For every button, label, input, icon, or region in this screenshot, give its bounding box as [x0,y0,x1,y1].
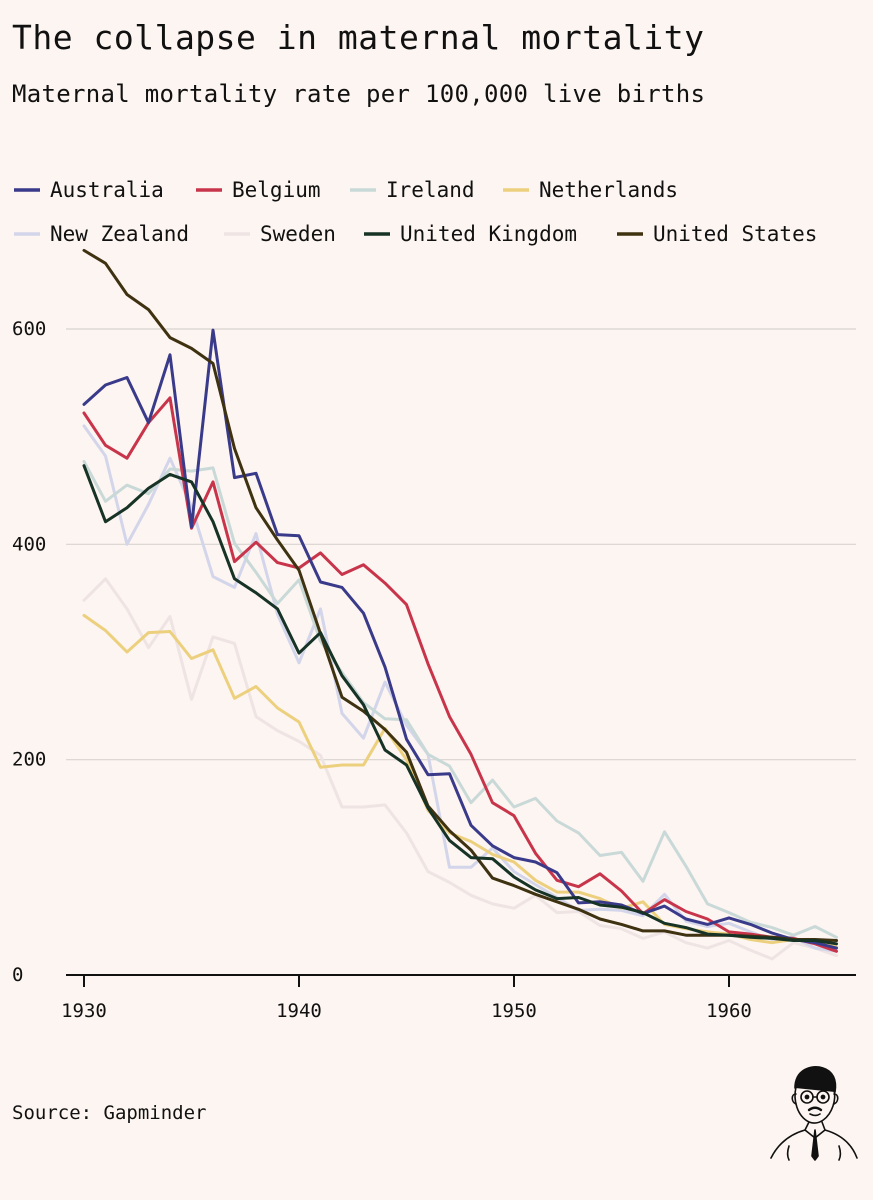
legend-label-netherlands: Netherlands [539,178,678,202]
x-tick-label: 1930 [61,1000,107,1022]
y-tick-label: 600 [12,318,46,340]
series-line-new-zealand [82,424,838,953]
legend-label-ireland: Ireland [386,178,475,202]
x-tick-label: 1960 [706,1000,752,1022]
y-tick-label: 0 [12,964,23,986]
x-tick-label: 1940 [276,1000,322,1022]
series-line-ireland [82,459,838,939]
line-chart: 0 200 400 600 1930 1940 1950 1960 Australia Belgi… [12,178,856,1022]
chart-title: The collapse in maternal mortality [12,18,705,57]
legend-label-united-states: United States [653,222,817,246]
series-line-united-kingdom [82,464,838,946]
legend-label-sweden: Sweden [260,222,336,246]
author-portrait-icon [770,1066,858,1161]
series-line-sweden [82,577,838,961]
series-line-belgium [82,396,838,953]
legend-label-united-kingdom: United Kingdom [400,222,577,246]
series-line-australia [82,328,838,950]
chart-subtitle: Maternal mortality rate per 100,000 live… [12,80,706,108]
legend-label-new-zealand: New Zealand [50,222,189,246]
series-line-netherlands [82,613,838,949]
x-tick-label: 1950 [491,1000,537,1022]
legend-label-australia: Australia [50,178,164,202]
source-note: Source: Gapminder [12,1102,207,1124]
y-tick-label: 200 [12,749,46,771]
legend-label-belgium: Belgium [232,178,321,202]
y-tick-label: 400 [12,533,46,555]
